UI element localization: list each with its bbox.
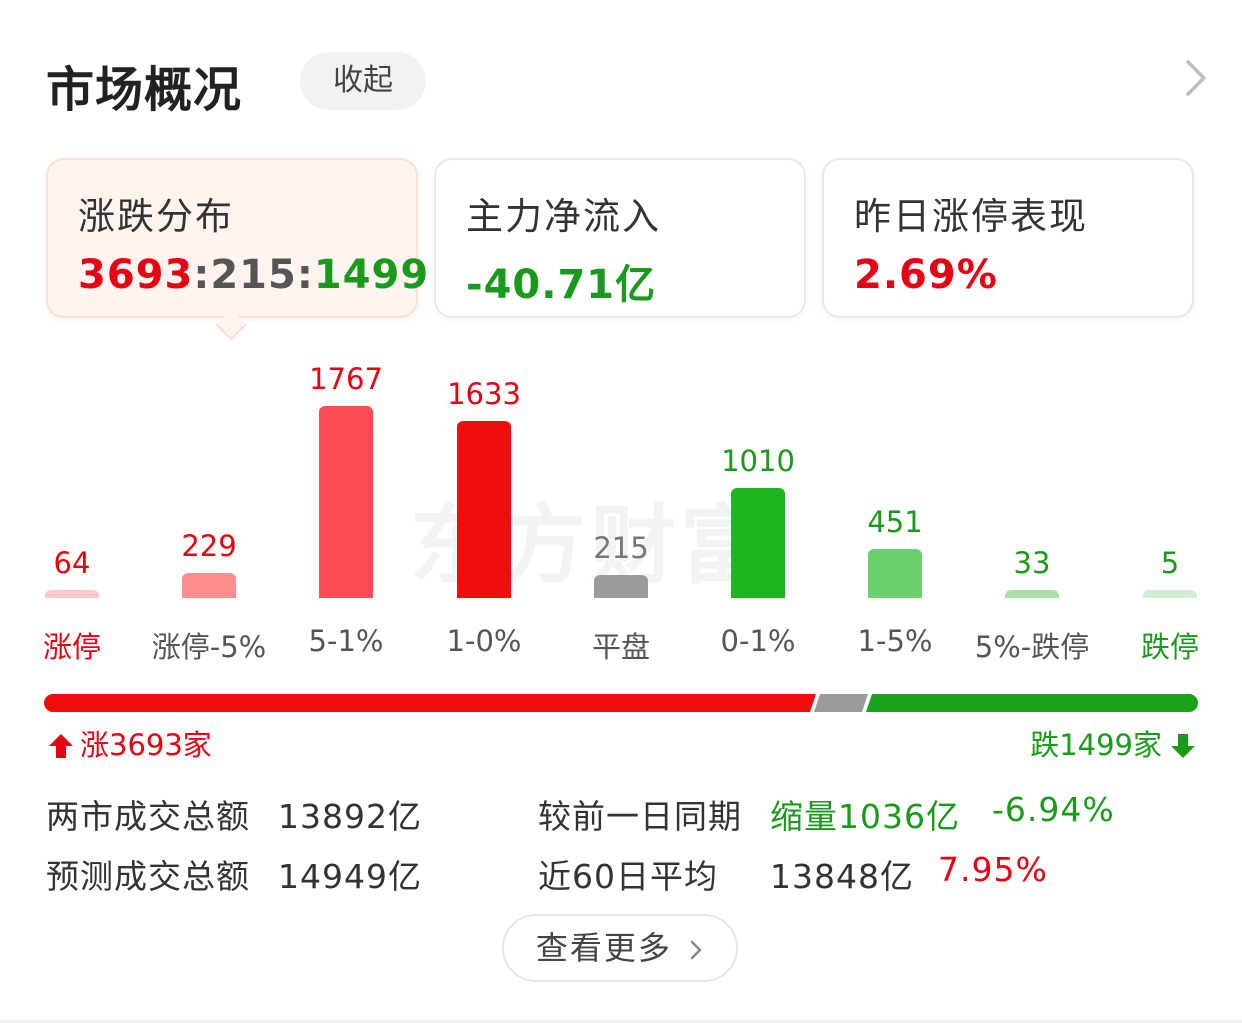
arrow-down-icon [1171,734,1195,758]
chevron-right-icon[interactable] [1180,58,1210,98]
view-more-label: 查看更多 [535,929,672,967]
breadth-down-segment [866,694,1198,712]
avg60-label: 近60日平均 [538,857,718,896]
divider [0,1020,1242,1023]
chart-bar-value: 33 [1013,546,1051,580]
forecast-turnover-value: 14949亿 [278,857,422,896]
chart-category-label: 1-5% [857,624,933,658]
chart-bar-value: 229 [181,529,237,563]
breadth-bar [44,694,1198,712]
down-count: 1499 [313,252,430,298]
chart-category-label: 跌停 [1140,630,1199,664]
card-advance-decline[interactable]: 涨跌分布 3693:215:1499 [46,158,428,318]
chart-bar [1005,590,1059,598]
total-turnover-label: 两市成交总额 [46,797,250,836]
breadth-up-segment [44,694,816,712]
ratio-separator: : [296,252,314,298]
chart-bar-value: 1767 [309,362,383,396]
avg60-value: 13848亿 [770,857,914,896]
compare-percent: -6.94% [992,790,1115,829]
chart-category-label: 1-0% [446,624,522,658]
up-count: 3693 [78,252,194,298]
chart-bar [1143,590,1197,598]
chart-category-label: 5%-跌停 [974,630,1090,664]
chart-category-label: 涨停-5% [151,630,267,664]
flat-count: 215 [210,252,297,298]
ratio-separator: : [193,252,211,298]
chart-bar [182,573,236,598]
chart-bar [45,590,99,598]
down-summary: 跌1499家 [1030,722,1196,764]
chart-category-label: 0-1% [720,624,796,658]
breadth-flat-segment [814,694,868,712]
card-title: 昨日涨停表现 [854,195,1088,238]
page-title: 市场概况 [46,62,243,118]
chart-bar-value: 5 [1160,546,1180,580]
card-title: 涨跌分布 [78,195,234,238]
avg60-percent: 7.95% [938,850,1048,889]
chart-bar [868,549,922,598]
chart-bar-value: 1633 [447,377,521,411]
chart-category-label: 涨停 [42,630,101,664]
chart-bar-value: 1010 [721,444,795,478]
chart-bar [319,406,373,598]
chevron-right-icon [690,940,702,960]
up-summary-label: 涨3693家 [80,728,212,762]
total-turnover-value: 13892亿 [278,797,422,836]
compare-value: 缩量1036亿 [770,797,960,836]
card-limit-up-performance[interactable]: 昨日涨停表现 2.69% [822,158,1194,318]
chart-bar-value: 64 [53,546,91,580]
collapse-button[interactable]: 收起 [300,52,426,110]
up-summary: 涨3693家 [48,722,212,764]
card-net-inflow[interactable]: 主力净流入 -40.71亿 [434,158,806,318]
chart-bar-value: 451 [867,505,923,539]
chart-category-label: 平盘 [591,630,650,664]
compare-label: 较前一日同期 [538,797,742,836]
net-inflow-value: -40.71亿 [466,262,657,308]
limit-up-performance-value: 2.69% [854,252,998,298]
forecast-turnover-label: 预测成交总额 [46,857,250,896]
chart-category-label: 5-1% [308,624,384,658]
arrow-up-icon [49,734,73,758]
card-title: 主力净流入 [466,195,661,238]
down-summary-label: 跌1499家 [1030,728,1162,762]
view-more-button[interactable]: 查看更多 [502,914,738,982]
advance-decline-ratio: 3693:215:1499 [78,252,429,298]
watermark: 东方财富 [410,496,770,596]
